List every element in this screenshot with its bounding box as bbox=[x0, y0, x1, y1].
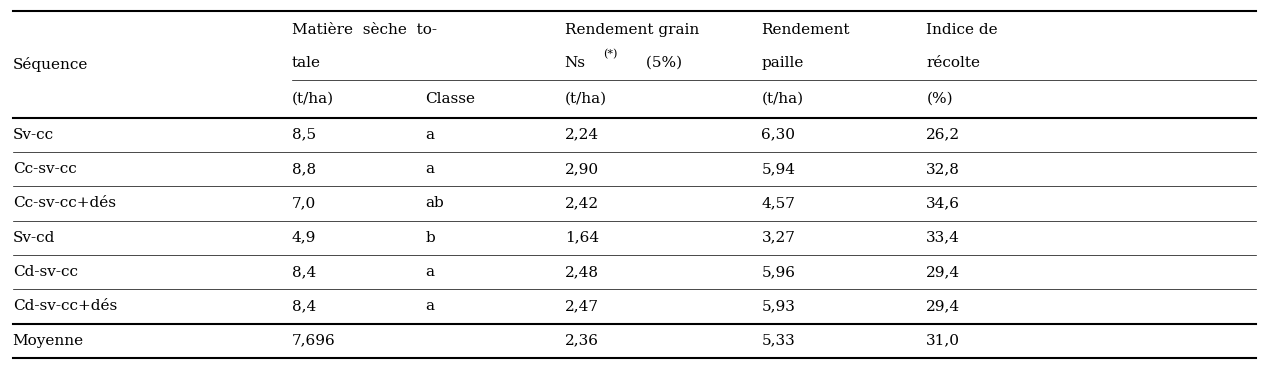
Text: (t/ha): (t/ha) bbox=[565, 92, 607, 106]
Text: Indice de: Indice de bbox=[926, 23, 997, 37]
Text: 2,24: 2,24 bbox=[565, 128, 599, 142]
Text: 2,36: 2,36 bbox=[565, 334, 599, 348]
Text: a: a bbox=[425, 128, 434, 142]
Text: 29,4: 29,4 bbox=[926, 299, 961, 313]
Text: 5,94: 5,94 bbox=[761, 162, 796, 176]
Text: 2,90: 2,90 bbox=[565, 162, 599, 176]
Text: 2,47: 2,47 bbox=[565, 299, 599, 313]
Text: 7,696: 7,696 bbox=[292, 334, 335, 348]
Text: 33,4: 33,4 bbox=[926, 231, 961, 245]
Text: (t/ha): (t/ha) bbox=[761, 92, 803, 106]
Text: a: a bbox=[425, 299, 434, 313]
Text: ab: ab bbox=[425, 196, 444, 210]
Text: a: a bbox=[425, 162, 434, 176]
Text: 5,33: 5,33 bbox=[761, 334, 796, 348]
Text: Cd-sv-cc+dés: Cd-sv-cc+dés bbox=[13, 299, 117, 313]
Text: 2,42: 2,42 bbox=[565, 196, 599, 210]
Text: 8,5: 8,5 bbox=[292, 128, 316, 142]
Text: Rendement: Rendement bbox=[761, 23, 850, 37]
Text: Classe: Classe bbox=[425, 92, 475, 106]
Text: 8,4: 8,4 bbox=[292, 265, 316, 279]
Text: Sv-cc: Sv-cc bbox=[13, 128, 53, 142]
Text: 2,48: 2,48 bbox=[565, 265, 599, 279]
Text: paille: paille bbox=[761, 56, 803, 70]
Text: (5%): (5%) bbox=[641, 56, 681, 70]
Text: 31,0: 31,0 bbox=[926, 334, 961, 348]
Text: Moyenne: Moyenne bbox=[13, 334, 84, 348]
Text: 34,6: 34,6 bbox=[926, 196, 961, 210]
Text: 8,8: 8,8 bbox=[292, 162, 316, 176]
Text: 4,9: 4,9 bbox=[292, 231, 316, 245]
Text: 5,93: 5,93 bbox=[761, 299, 796, 313]
Text: 4,57: 4,57 bbox=[761, 196, 796, 210]
Text: Cc-sv-cc: Cc-sv-cc bbox=[13, 162, 76, 176]
Text: tale: tale bbox=[292, 56, 321, 70]
Text: 29,4: 29,4 bbox=[926, 265, 961, 279]
Text: 26,2: 26,2 bbox=[926, 128, 961, 142]
Text: Cd-sv-cc: Cd-sv-cc bbox=[13, 265, 77, 279]
Text: Ns: Ns bbox=[565, 56, 586, 70]
Text: 6,30: 6,30 bbox=[761, 128, 796, 142]
Text: 1,64: 1,64 bbox=[565, 231, 599, 245]
Text: Sv-cd: Sv-cd bbox=[13, 231, 55, 245]
Text: 8,4: 8,4 bbox=[292, 299, 316, 313]
Text: (%): (%) bbox=[926, 92, 953, 106]
Text: 7,0: 7,0 bbox=[292, 196, 316, 210]
Text: 3,27: 3,27 bbox=[761, 231, 796, 245]
Text: (t/ha): (t/ha) bbox=[292, 92, 334, 106]
Text: Séquence: Séquence bbox=[13, 57, 88, 72]
Text: b: b bbox=[425, 231, 435, 245]
Text: 5,96: 5,96 bbox=[761, 265, 796, 279]
Text: Cc-sv-cc+dés: Cc-sv-cc+dés bbox=[13, 196, 115, 210]
Text: Matière  sèche  to-: Matière sèche to- bbox=[292, 23, 437, 37]
Text: (*): (*) bbox=[603, 49, 617, 59]
Text: Rendement grain: Rendement grain bbox=[565, 23, 699, 37]
Text: a: a bbox=[425, 265, 434, 279]
Text: récolte: récolte bbox=[926, 56, 981, 70]
Text: 32,8: 32,8 bbox=[926, 162, 961, 176]
